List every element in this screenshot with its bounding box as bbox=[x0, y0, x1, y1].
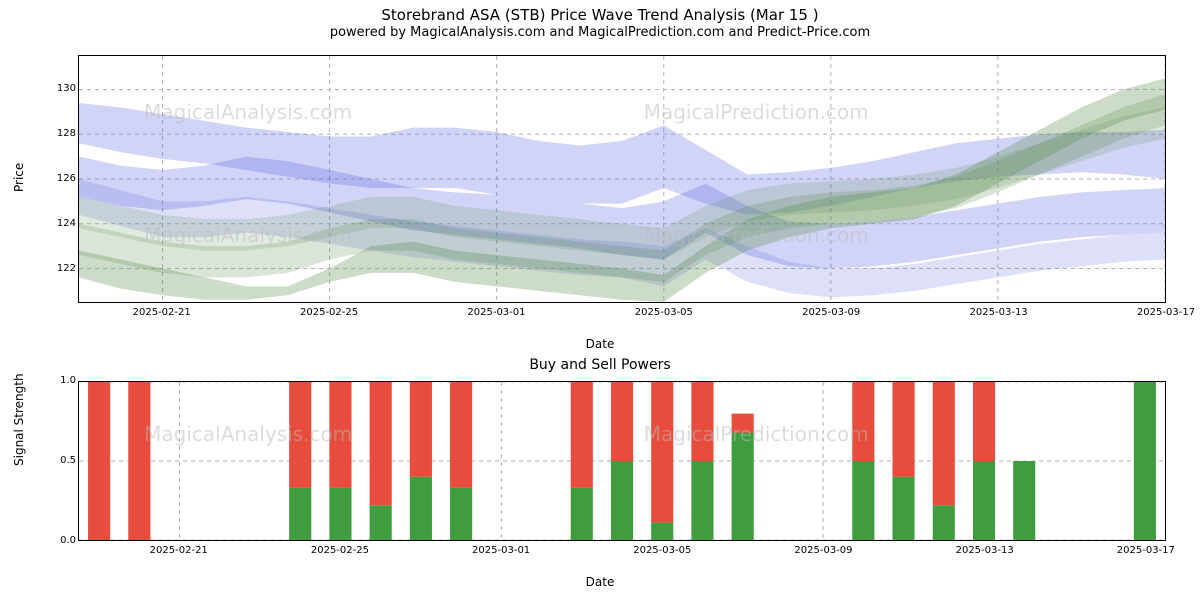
bar-xtick: 2025-02-25 bbox=[311, 545, 369, 556]
bar-xtick: 2025-02-21 bbox=[150, 545, 208, 556]
bar-ytick: 0.5 bbox=[36, 455, 76, 466]
wave-ytick: 130 bbox=[36, 83, 76, 94]
wave-xtick: 2025-03-13 bbox=[970, 307, 1028, 318]
bar-xtick: 2025-03-05 bbox=[633, 545, 691, 556]
wave-ytick: 126 bbox=[36, 173, 76, 184]
wave-xtick: 2025-03-09 bbox=[802, 307, 860, 318]
wave-xtick: 2025-02-21 bbox=[133, 307, 191, 318]
bar-svg bbox=[79, 382, 1165, 540]
bar-y-axis-label: Signal Strength bbox=[12, 373, 26, 466]
bar-ytick: 0.0 bbox=[36, 535, 76, 546]
chart-title-main: Storebrand ASA (STB) Price Wave Trend An… bbox=[6, 6, 1194, 25]
wave-xtick: 2025-03-17 bbox=[1137, 307, 1195, 318]
wave-xtick: 2025-03-05 bbox=[635, 307, 693, 318]
bar-xtick: 2025-03-09 bbox=[794, 545, 852, 556]
wave-y-axis-label: Price bbox=[12, 163, 26, 192]
bar-xtick: 2025-03-01 bbox=[472, 545, 530, 556]
wave-ytick: 124 bbox=[36, 218, 76, 229]
wave-xtick: 2025-02-25 bbox=[300, 307, 358, 318]
wave-plot-area: MagicalAnalysis.com MagicalPrediction.co… bbox=[78, 55, 1166, 303]
bar-x-axis-label: Date bbox=[586, 575, 615, 589]
bar-chart-panel: Buy and Sell Powers MagicalAnalysis.com … bbox=[6, 357, 1194, 589]
bar-xtick: 2025-03-13 bbox=[956, 545, 1014, 556]
wave-x-axis-label: Date bbox=[586, 337, 615, 351]
chart-title-block: Storebrand ASA (STB) Price Wave Trend An… bbox=[6, 6, 1194, 41]
bar-plot-area: MagicalAnalysis.com MagicalPrediction.co… bbox=[78, 381, 1166, 541]
bar-xtick: 2025-03-17 bbox=[1117, 545, 1175, 556]
chart-title-sub: powered by MagicalAnalysis.com and Magic… bbox=[6, 25, 1194, 41]
bar-ytick: 1.0 bbox=[36, 375, 76, 386]
wave-xtick: 2025-03-01 bbox=[467, 307, 525, 318]
wave-chart-panel: MagicalAnalysis.com MagicalPrediction.co… bbox=[6, 45, 1194, 353]
wave-ytick: 122 bbox=[36, 263, 76, 274]
bar-chart-title: Buy and Sell Powers bbox=[6, 357, 1194, 373]
wave-ytick: 128 bbox=[36, 128, 76, 139]
wave-svg bbox=[79, 56, 1165, 302]
